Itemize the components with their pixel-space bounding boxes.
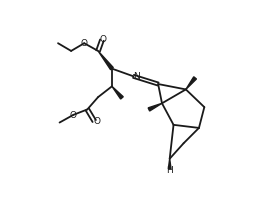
Text: O: O xyxy=(100,35,107,44)
Polygon shape xyxy=(168,159,171,169)
Polygon shape xyxy=(148,103,162,111)
Text: N: N xyxy=(133,72,140,81)
Polygon shape xyxy=(98,51,113,70)
Text: O: O xyxy=(81,39,88,48)
Text: H: H xyxy=(166,166,173,175)
Polygon shape xyxy=(112,86,123,99)
Text: O: O xyxy=(93,117,100,126)
Text: O: O xyxy=(70,111,77,120)
Polygon shape xyxy=(186,77,196,89)
